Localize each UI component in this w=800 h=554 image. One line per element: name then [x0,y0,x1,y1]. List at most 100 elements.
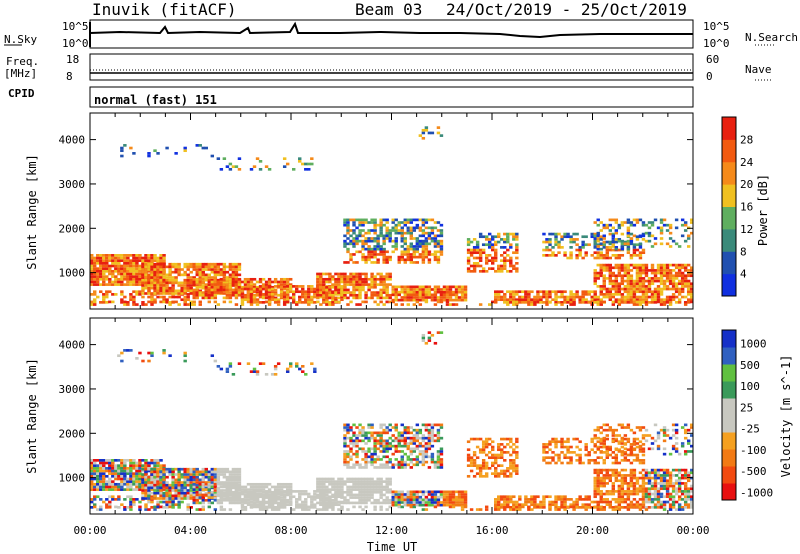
echo-cell [171,292,175,295]
echo-cell [406,245,410,248]
echo-cell [96,275,100,278]
echo-cell [623,274,628,278]
echo-cell [376,482,380,486]
echo-cell [117,464,121,467]
echo-cell [409,431,414,435]
echo-cell [385,221,389,224]
echo-cell [644,285,649,288]
echo-cell [337,288,341,292]
echo-cell [264,492,269,496]
echo-cell [481,251,486,255]
echo-cell [96,459,100,462]
echo-cell [436,450,441,453]
echo-cell [252,290,257,294]
echo-cell [391,300,395,304]
echo-cell [319,280,323,284]
echo-cell [491,238,495,241]
echo-cell [406,221,410,224]
echo-cell [683,301,688,304]
echo-cell [385,466,389,469]
echo-cell [376,277,380,281]
echo-cell [99,485,103,489]
echo-cell [614,246,619,249]
echo-cell [138,472,142,475]
echo-cell [647,279,652,283]
echo-cell [400,303,404,306]
echo-cell [355,272,359,276]
echo-cell [144,467,148,471]
echo-cell [668,298,673,302]
echo-cell [144,494,148,498]
echo-cell [159,473,163,476]
echo-cell [273,495,278,499]
echo-cell [165,497,169,500]
echo-cell [400,495,404,499]
echo-cell [237,470,242,474]
echo-cell [346,229,350,232]
echo-cell [433,250,438,254]
echo-cell [159,262,163,266]
echo-cell [102,280,106,284]
echo-cell [515,300,519,304]
echo-cell [346,444,350,448]
echo-cell [596,295,600,299]
echo-cell [487,267,492,270]
echo-cell [397,298,401,302]
echo-cell [439,436,444,440]
echo-cell [361,439,365,443]
echo-cell [602,254,606,257]
echo-cell [147,281,151,285]
echo-cell [129,498,133,501]
echo-cell [231,482,236,486]
echo-cell [165,300,169,304]
echo-cell [433,303,438,306]
echo-cell [102,459,106,462]
echo-cell [108,290,112,294]
echo-cell [307,505,311,509]
echo-cell [367,477,371,481]
echo-cell [427,447,432,451]
echo-cell [677,274,682,278]
echo-cell [608,282,612,286]
echo-cell [147,486,151,490]
echo-cell [189,497,193,500]
echo-cell [614,254,619,257]
echo-cell [168,467,172,471]
echo-cell [261,500,266,504]
echo-cell [656,293,661,296]
echo-cell [400,258,404,262]
echo-cell [319,501,323,505]
echo-cell [225,496,230,499]
echo-cell [114,264,118,268]
echo-cell [418,218,423,222]
echo-cell [638,298,643,302]
echo-cell [602,300,606,304]
echo-cell [219,501,224,505]
echo-cell [605,263,609,267]
echo-cell [364,434,368,437]
echo-cell [270,287,275,291]
echo-cell [515,246,519,249]
echo-cell [343,444,347,448]
echo-cell [162,488,166,491]
echo-cell [379,250,383,254]
echo-cell [201,508,205,511]
echo-cell [463,503,468,507]
echo-cell [316,477,320,481]
echo-cell [632,223,637,227]
echo-cell [237,273,242,277]
echo-cell [644,290,649,294]
echo-cell [93,293,97,296]
echo-cell [665,223,670,227]
echo-cell [270,285,275,289]
echo-cell [99,259,103,262]
echo-cell [180,497,184,500]
echo-cell [355,275,359,278]
echo-cell [219,281,224,285]
echo-cell [141,489,145,492]
echo-cell [177,281,181,285]
echo-cell [364,431,368,435]
echo-cell [617,254,622,257]
echo-cell [141,295,145,299]
nsky-label: N.Sky [4,33,38,46]
